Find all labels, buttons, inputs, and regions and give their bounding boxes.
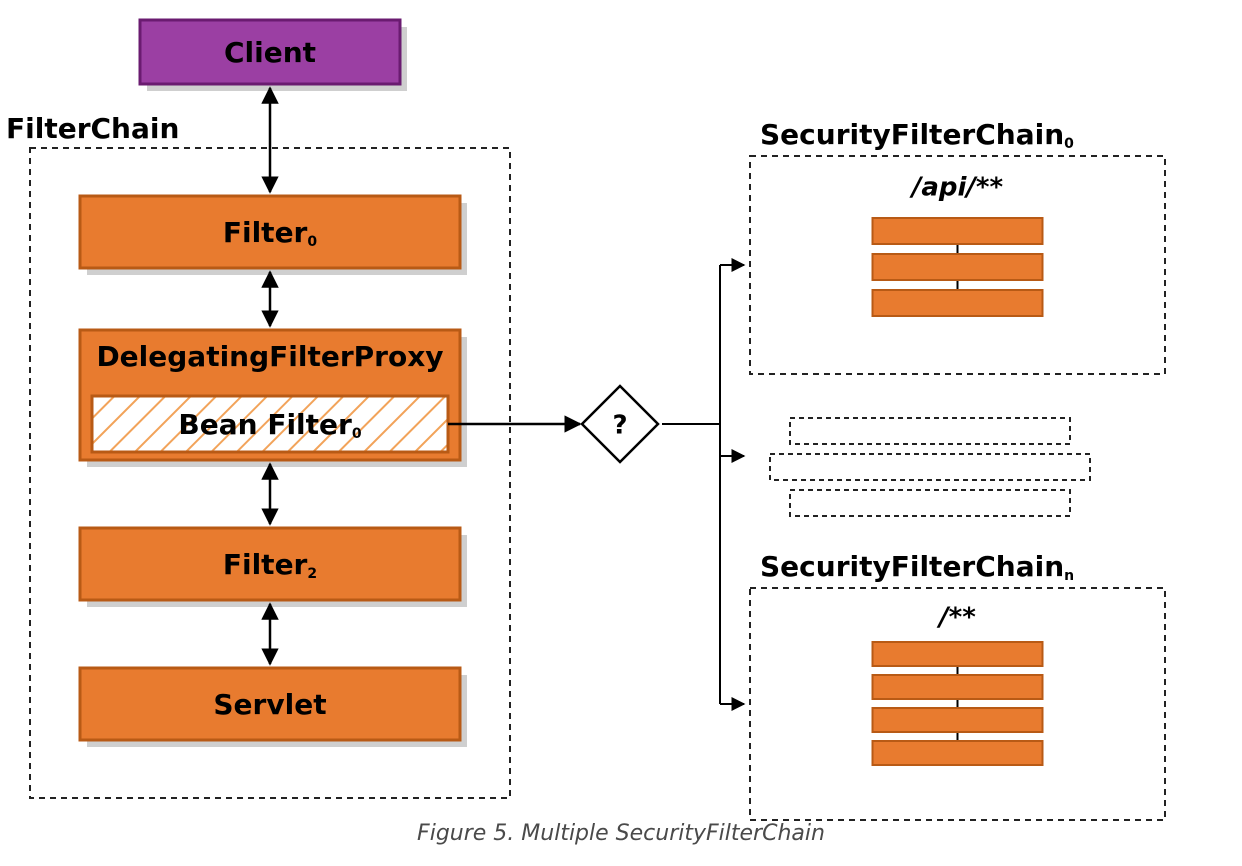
sfcn-title: SecurityFilterChainn: [760, 550, 1074, 584]
sfcn-pattern: /**: [936, 603, 976, 633]
servlet-label: Servlet: [213, 688, 326, 721]
filter2-label: Filter2: [223, 548, 317, 582]
placeholder-chain: [790, 418, 1070, 444]
delegating-label: DelegatingFilterProxy: [96, 340, 443, 373]
sfc0-mini-filter: [873, 218, 1043, 244]
bean-filter-label: Bean Filter0: [178, 408, 361, 442]
decision-label: ?: [612, 411, 627, 441]
sfcn-mini-filter: [873, 708, 1043, 732]
sfc0-title: SecurityFilterChain0: [760, 118, 1074, 152]
sfc0-mini-filter: [873, 254, 1043, 280]
sfcn-mini-filter: [873, 675, 1043, 699]
figure-caption: Figure 5. Multiple SecurityFilterChain: [417, 821, 825, 846]
filterchain-title: FilterChain: [6, 112, 179, 145]
sfc0-mini-filter: [873, 290, 1043, 316]
sfcn-mini-filter: [873, 642, 1043, 666]
filter0-label: Filter0: [223, 216, 318, 250]
placeholder-chain: [770, 454, 1090, 480]
sfcn-mini-filter: [873, 741, 1043, 765]
client-label: Client: [224, 36, 316, 69]
placeholder-chain: [790, 490, 1070, 516]
sfc0-pattern: /api/**: [909, 173, 1004, 203]
